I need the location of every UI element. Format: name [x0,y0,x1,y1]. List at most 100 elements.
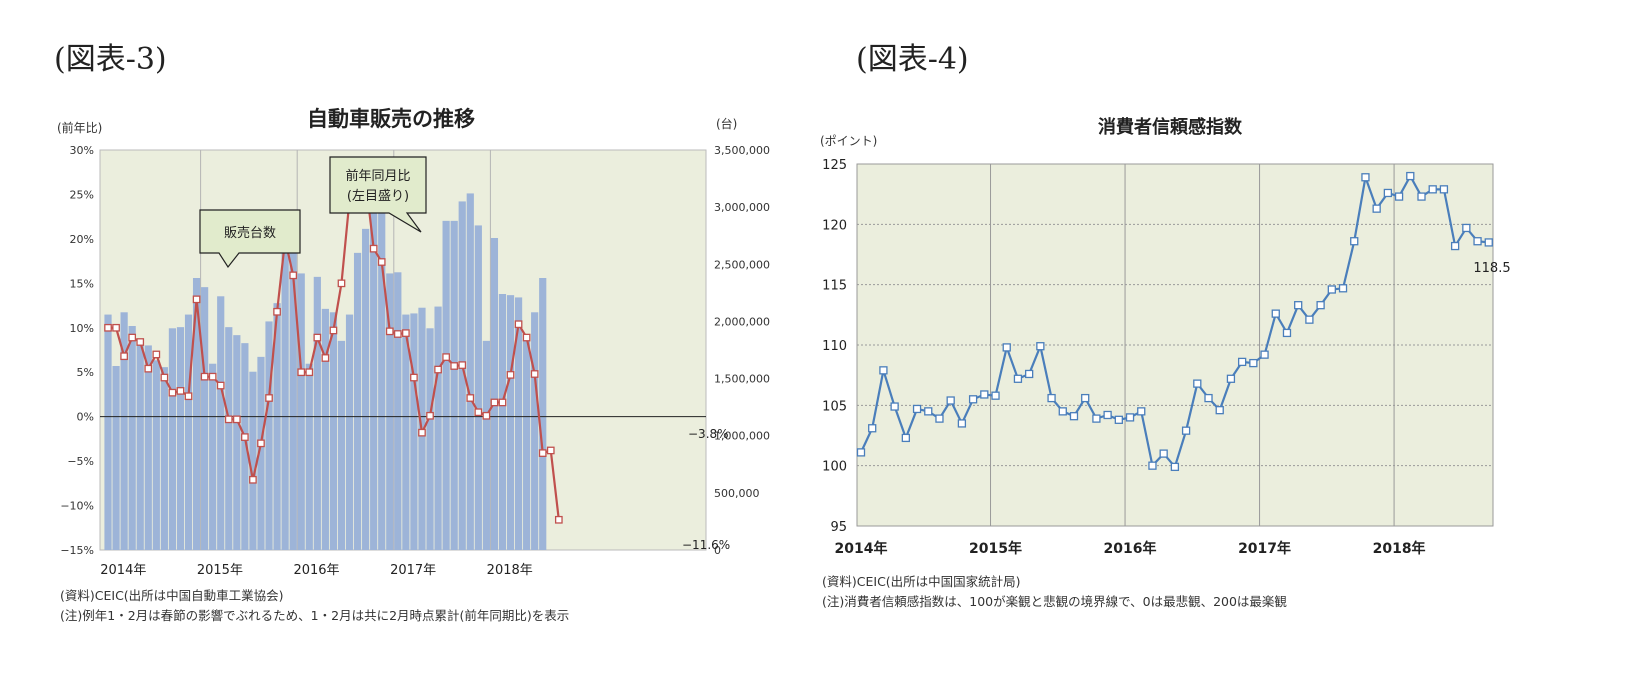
confidence-marker [1181,426,1191,435]
confidence-marker [935,414,944,423]
y-right-tick: 1,500,000 [714,373,770,386]
confidence-marker [1137,407,1146,416]
confidence-marker [1058,407,1067,416]
yoy-marker [506,371,515,379]
sales-bar [402,314,410,550]
confidence-marker [924,407,933,416]
callout-sales-label: 販売台数 [224,225,276,241]
sales-bar [321,308,329,550]
annotation-last-line: −3.8% [688,427,729,441]
yoy-marker [418,428,426,437]
yoy-marker [241,433,249,441]
confidence-marker [1013,374,1023,383]
callout-yoy-line1: 前年同月比 [345,168,410,184]
yoy-marker [192,295,201,304]
sales-bar [176,327,185,550]
sales-bar [128,326,136,550]
sales-bar [273,303,281,550]
sales-bar [136,339,144,550]
left-footnote: (注)例年1・2月は春節の影響でぶれるため、1・2月は共に2月時点累計(前年同期… [60,608,570,623]
confidence-marker [1069,412,1079,421]
y-right-unit: (台) [716,116,737,131]
yoy-marker [176,387,185,395]
confidence-marker [890,402,899,411]
yoy-marker [168,388,177,397]
sales-bar [120,312,128,550]
confidence-marker [1327,285,1336,294]
sales-bar [305,363,313,550]
right-footnote: (注)消費者信頼感指数は、100が楽観と悲観の境界線で、0は最悲観、200は最楽… [822,594,1287,609]
yoy-marker [522,333,531,342]
confidence-marker [1081,393,1090,403]
sales-bar [353,252,362,550]
yoy-marker [329,326,338,335]
yoy-marker [104,323,112,332]
confidence-marker [856,448,866,457]
confidence-marker [1204,393,1213,403]
x-tick: 2015年 [197,563,243,578]
yoy-marker [498,398,507,407]
sales-bar [514,297,523,550]
confidence-marker [1125,413,1135,422]
confidence-marker [912,404,922,414]
chart-title: 消費者信頼感指数 [1098,116,1243,138]
sales-bar [313,276,321,550]
sales-bar [539,278,547,550]
figure-label-3: (図表-3) [54,42,167,77]
yoy-marker [474,408,483,417]
y-left-tick: −5% [67,455,94,468]
yoy-marker [514,320,523,329]
confidence-marker [1394,192,1404,201]
confidence-marker [1406,171,1415,181]
yoy-marker [273,307,281,316]
sales-bar [249,371,257,550]
yoy-marker [434,365,442,374]
yoy-marker [426,411,434,420]
x-tick: 2015年 [969,540,1022,557]
confidence-marker [1462,223,1471,233]
y-tick: 125 [822,158,847,173]
confidence-marker [1294,301,1303,310]
yoy-marker [297,368,306,377]
yoy-marker [554,515,563,524]
yoy-marker [393,330,402,338]
confidence-marker [980,390,989,399]
confidence-marker [991,391,1000,400]
confidence-marker [1047,393,1056,403]
confidence-marker [1439,185,1449,194]
yoy-marker [546,446,555,455]
y-left-tick: 10% [70,322,94,335]
yoy-marker [321,354,330,362]
yoy-marker [265,394,273,402]
sales-bar [168,328,177,550]
yoy-marker [305,368,314,377]
x-tick: 2014年 [835,540,888,557]
yoy-marker [385,327,394,336]
y-tick: 110 [822,339,847,354]
x-tick: 2014年 [100,563,146,578]
sales-bar [410,313,418,550]
yoy-marker [144,364,153,373]
sales-bar [434,306,442,550]
sales-bar [160,367,168,550]
yoy-marker [482,411,491,420]
yoy-marker [160,373,169,382]
yoy-marker [530,370,539,378]
y-right-tick: 3,000,000 [714,201,770,214]
confidence-marker [1282,328,1292,338]
yoy-marker [450,362,459,370]
confidence-marker [1428,185,1437,194]
confidence-marker [879,366,888,375]
left-source-note: (資料)CEIC(出所は中国自動車工業協会) [60,588,284,603]
confidence-marker [1305,315,1314,324]
yoy-marker [377,258,386,266]
y-left-tick: 5% [77,366,94,379]
confidence-marker [1383,188,1393,198]
yoy-marker [538,449,547,457]
sales-bar [474,225,482,550]
yoy-marker [410,373,418,382]
confidence-marker [1450,241,1460,251]
figure-label-4: (図表-4) [856,42,969,77]
confidence-marker [1372,204,1381,213]
sales-bar [450,220,458,550]
